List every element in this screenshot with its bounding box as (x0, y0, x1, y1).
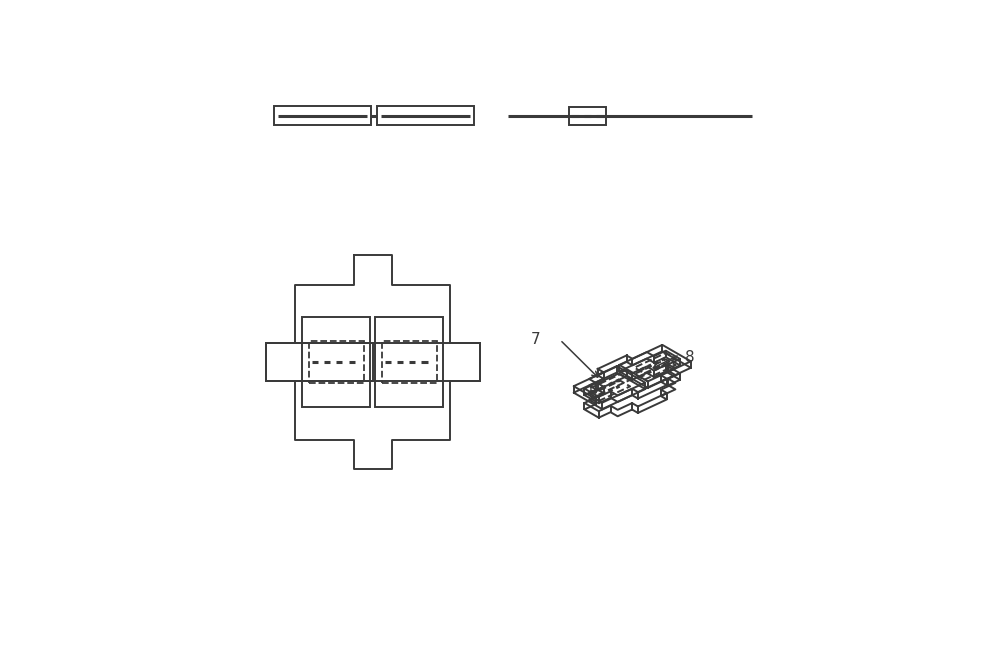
Bar (569, 107, 606, 124)
Text: 7: 7 (530, 332, 540, 347)
Bar (382, 341, 437, 383)
Bar (377, 106, 474, 125)
Bar (302, 318, 370, 407)
Bar (375, 318, 443, 407)
Bar (309, 341, 364, 383)
Text: 8: 8 (685, 350, 694, 365)
Bar (266, 343, 480, 381)
Bar (274, 106, 371, 125)
Bar (266, 343, 373, 381)
